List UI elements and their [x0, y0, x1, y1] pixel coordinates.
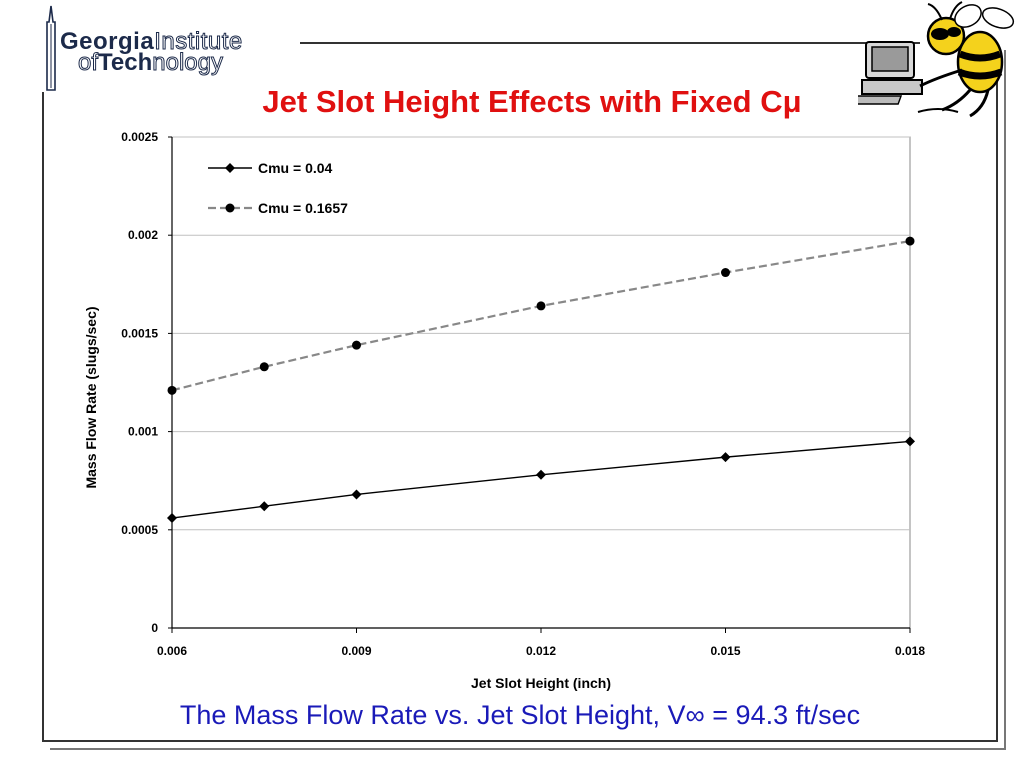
series-1-point — [351, 489, 362, 500]
y-tick-label: 0.002 — [128, 228, 158, 242]
frame-left-line — [42, 92, 44, 742]
y-tick-label: 0.0005 — [121, 523, 158, 537]
frame-right-line — [996, 42, 998, 742]
frame-shadow-right — [1004, 50, 1006, 750]
frame-top-line — [300, 42, 920, 44]
y-tick-label: 0 — [151, 621, 158, 635]
slide-title: Jet Slot Height Effects with Fixed Cμ — [262, 84, 802, 119]
legend-marker-1 — [225, 163, 235, 173]
series-2-point — [352, 340, 361, 350]
series-line-1 — [171, 440, 911, 519]
slide-subtitle: The Mass Flow Rate vs. Jet Slot Height, … — [179, 700, 861, 730]
frame-shadow-bottom — [50, 748, 1006, 750]
legend-label-1: Cmu = 0.04 — [258, 160, 333, 176]
series-2-point — [167, 385, 177, 395]
x-tick-label: 0.012 — [526, 644, 556, 658]
yellow-jacket-computer-icon — [858, 1, 1015, 118]
x-tick-label: 0.015 — [710, 644, 740, 658]
y-tick-label: 0.0025 — [121, 130, 158, 144]
series-2-point — [259, 362, 269, 372]
series-line-2 — [171, 240, 911, 392]
series-1-point — [259, 501, 270, 512]
georgia-tech-logo — [40, 4, 310, 92]
legend-label-2: Cmu = 0.1657 — [258, 200, 348, 216]
y-tick-label: 0.0015 — [121, 326, 158, 340]
x-tick-label: 0.006 — [157, 644, 187, 658]
series-1-point — [720, 452, 731, 463]
series-2-point — [905, 236, 915, 246]
frame-bottom-line — [42, 740, 998, 742]
logo-line-1: GeorgiaInstitute — [60, 28, 243, 56]
plot-area — [171, 136, 911, 629]
series-1-point — [536, 469, 546, 480]
y-tick-label: 0.001 — [128, 425, 158, 439]
series-1-point — [905, 436, 915, 447]
legend-marker-2 — [225, 203, 235, 213]
logo-line-2: ofTechnology — [77, 49, 223, 77]
tech-tower-icon — [46, 5, 56, 91]
series-2-point — [536, 301, 546, 311]
series-1-point — [167, 513, 177, 524]
x-tick-label: 0.018 — [895, 644, 925, 658]
series-2-point — [721, 268, 730, 278]
y-axis-label: Mass Flow Rate (slugs/sec) — [83, 306, 99, 488]
x-axis-label: Jet Slot Height (inch) — [471, 675, 611, 691]
x-tick-label: 0.009 — [341, 644, 371, 658]
